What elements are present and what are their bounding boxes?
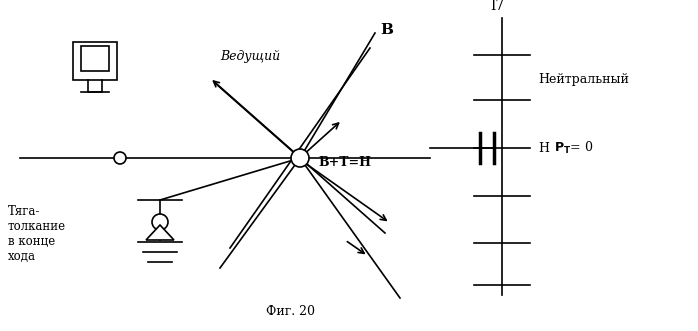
Text: В+Т=Н: В+Т=Н: [318, 157, 371, 169]
Text: $\mathbf{P_T}$= 0: $\mathbf{P_T}$= 0: [554, 140, 593, 156]
Text: Н: Н: [538, 141, 549, 155]
Text: Ведущий: Ведущий: [220, 50, 280, 63]
Text: Тяга-
толкание
в конце
хода: Тяга- толкание в конце хода: [8, 205, 66, 263]
Text: I7: I7: [490, 0, 504, 13]
Bar: [73, 42, 117, 80]
Text: Нейтральный: Нейтральный: [538, 73, 629, 86]
Circle shape: [114, 152, 126, 164]
Polygon shape: [146, 225, 174, 240]
Text: Фиг. 20: Фиг. 20: [265, 305, 315, 318]
Circle shape: [152, 214, 168, 230]
Circle shape: [291, 149, 309, 167]
Bar: [81, 46, 109, 71]
Text: В: В: [380, 23, 393, 37]
